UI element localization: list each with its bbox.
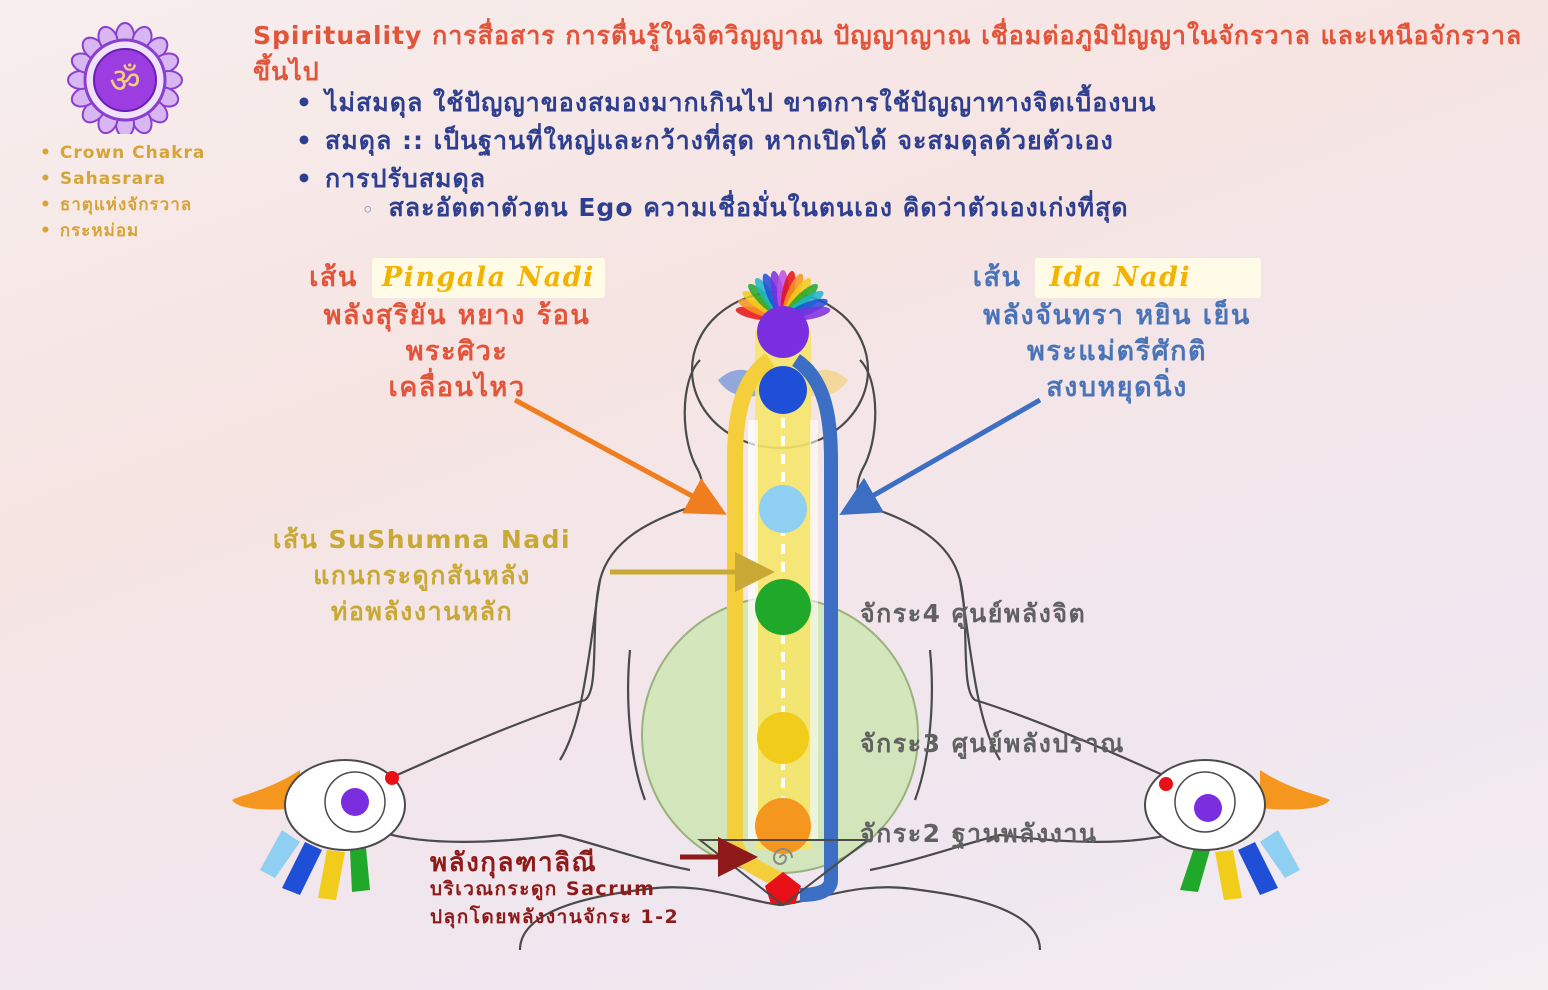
pingala-label: เส้น Pingala Nadi พลังสุริยัน หยาง ร้อน … [262, 258, 652, 406]
info-item: Sahasrara [40, 166, 205, 192]
pingala-name: Pingala Nadi [371, 258, 605, 298]
sushumna-line: ท่อพลังงานหลัก [330, 597, 514, 626]
om-symbol: ॐ [109, 61, 140, 101]
ida-arrow [839, 397, 1042, 515]
sushumna-line: แกนกระดูกสันหลัง [313, 561, 531, 590]
solar-plexus-chakra [757, 712, 809, 764]
balance-bullet-list: ไม่สมดุล ใช้ปัญญาของสมองมากเกินไป ขาดการ… [296, 84, 1156, 198]
sushumna-label: เส้น SuShumna Nadi แกนกระดูกสันหลัง ท่อพ… [232, 522, 612, 630]
pingala-line: เคลื่อนไหว [388, 372, 526, 403]
spiral-icon [772, 848, 793, 865]
crown-chakra [757, 306, 809, 358]
bullet-balance: สมดุล :: เป็นฐานที่ใหญ่และกว้างที่สุด หา… [296, 122, 1156, 160]
pingala-prefix: เส้น [309, 262, 358, 293]
page-title: Spirituality การสื่อสาร การตื่นรู้ในจิตว… [253, 21, 1523, 86]
throat-chakra [759, 485, 807, 533]
ida-label: เส้น Ida Nadi พลังจันทรา หยิน เย็น พระแม… [922, 258, 1312, 406]
third-eye-chakra [759, 366, 807, 414]
chakra4-label: จักระ4 ศูนย์พลังจิต [860, 599, 1087, 628]
crown-chakra-info-list: Crown Chakra Sahasrara ธาตุแห่งจักรวาล ก… [40, 140, 205, 244]
sushumna-line: เส้น SuShumna Nadi [272, 525, 572, 554]
right-hand-icon [1144, 759, 1330, 900]
chakra3-label: จักระ3 ศูนย์พลังปราณ [860, 729, 1125, 758]
pingala-arrow [513, 397, 727, 515]
info-item: กระหม่อม [40, 218, 205, 244]
pingala-line: พลังสุริยัน หยาง ร้อน [323, 300, 591, 331]
sub-bullet-ego: สละอัตตาตัวตน Ego ความเชื่อมั่นในตนเอง ค… [362, 188, 1129, 228]
info-item: ธาตุแห่งจักรวาล [40, 192, 205, 218]
heart-chakra [755, 579, 811, 635]
kundalini-title: พลังกุลฑาลิณี [430, 848, 598, 878]
kundalini-line: ปลุกโดยพลังงานจักระ 1-2 [430, 906, 680, 928]
pingala-nadi-line [727, 353, 784, 888]
kundalini-line: บริเวณกระดูก Sacrum [430, 878, 656, 900]
ida-line: พระแม่ตรีศักติ [1026, 336, 1208, 367]
ida-name: Ida Nadi [1035, 258, 1262, 298]
ida-nadi-line [791, 354, 838, 902]
ida-prefix: เส้น [972, 262, 1022, 293]
ida-line: พลังจันทรา หยิน เย็น [983, 300, 1251, 331]
bullet-imbalance: ไม่สมดุล ใช้ปัญญาของสมองมากเกินไป ขาดการ… [296, 84, 1156, 122]
root-chakra-icon [765, 872, 801, 904]
crown-chakra-lotus-icon: ॐ [67, 22, 183, 134]
ida-line: สงบหยุดนิ่ง [1046, 372, 1188, 403]
sacral-chakra [755, 798, 811, 854]
body-outline [374, 359, 1186, 951]
left-hand-icon [232, 759, 406, 900]
info-item: Crown Chakra [40, 140, 205, 166]
pingala-line: พระศิวะ [405, 336, 509, 367]
chakra2-label: จักระ2 ฐานพลังงาน [860, 819, 1098, 848]
